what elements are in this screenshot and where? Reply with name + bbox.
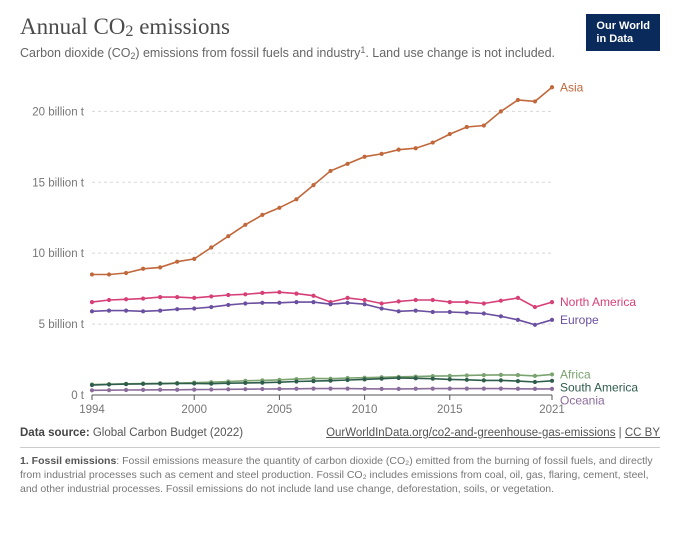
footnote-label: 1. Fossil emissions	[20, 455, 116, 467]
x-tick-label: 2000	[181, 404, 207, 416]
y-tick-label: 5 billion t	[39, 319, 85, 331]
data-source-value: Global Carbon Budget (2022)	[90, 427, 243, 439]
title-pre: Annual CO	[20, 14, 125, 39]
page-title: Annual CO2 emissions	[20, 14, 660, 41]
series-label-asia: Asia	[560, 80, 584, 94]
series-label-europe: Europe	[560, 313, 599, 327]
data-source-label: Data source:	[20, 427, 90, 439]
y-tick-label: 20 billion t	[32, 106, 85, 118]
chart-footer: Data source: Global Carbon Budget (2022)…	[20, 427, 660, 448]
y-tick-label: 0 t	[71, 390, 85, 402]
logo-line2: in Data	[596, 33, 650, 46]
series-line-asia	[92, 87, 552, 274]
subtitle: Carbon dioxide (CO2) emissions from foss…	[20, 45, 660, 61]
logo-line1: Our World	[596, 20, 650, 33]
x-tick-label: 2015	[437, 404, 463, 416]
footnote: 1. Fossil emissions: Fossil emissions me…	[20, 454, 660, 497]
owid-logo[interactable]: Our World in Data	[586, 14, 660, 51]
x-tick-label: 1994	[79, 404, 105, 416]
line-chart: 0 t 5 billion t 10 billion t 15 billion t 20…	[20, 69, 660, 421]
series-label-north-america: North America	[560, 295, 636, 309]
source-link[interactable]: OurWorldInData.org/co2-and-greenhouse-ga…	[326, 427, 615, 439]
x-tick-label: 2005	[267, 404, 293, 416]
y-tick-label: 15 billion t	[32, 177, 85, 189]
series-label-south-america: South America	[560, 380, 638, 394]
series-label-oceania: Oceania	[560, 393, 605, 407]
series-label-africa: Africa	[560, 367, 591, 381]
title-post: emissions	[133, 14, 229, 39]
license-link[interactable]: CC BY	[625, 427, 660, 439]
x-tick-label: 2010	[352, 404, 378, 416]
y-tick-label: 10 billion t	[32, 248, 85, 260]
